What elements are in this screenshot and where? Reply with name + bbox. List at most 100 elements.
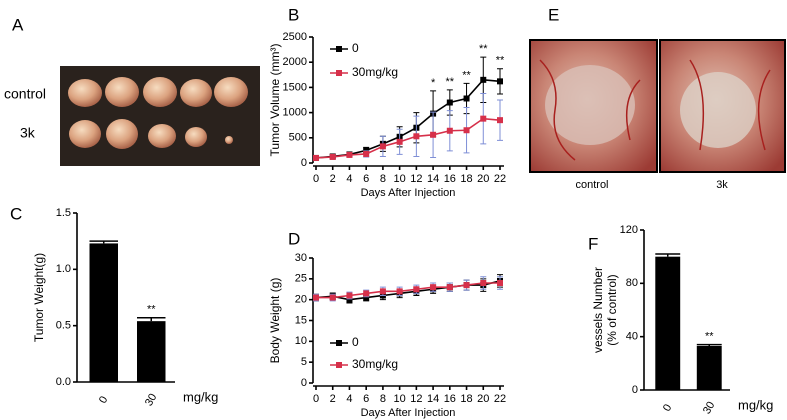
- marker: [346, 151, 353, 158]
- y-tick-label: 80: [626, 277, 638, 289]
- panel-letter: B: [288, 5, 299, 24]
- marker: [329, 294, 336, 301]
- y-tick-label: 1.5: [56, 207, 71, 219]
- x-axis-label: Days After Injection: [361, 407, 456, 419]
- marker: [497, 78, 503, 85]
- marker: [497, 280, 503, 286]
- panel-letter: F: [588, 234, 598, 253]
- x-tick-label: 0: [313, 173, 319, 185]
- x-tick-label: 16: [444, 393, 456, 405]
- marker: [446, 99, 453, 106]
- marker: [497, 117, 503, 124]
- marker: [396, 138, 403, 145]
- unit-label: mg/kg: [183, 389, 218, 404]
- tumor-region: [680, 72, 756, 148]
- x-tick-label: 22: [494, 173, 506, 185]
- marker: [413, 286, 420, 293]
- annotation: **: [705, 331, 714, 343]
- x-tick-label: 14: [427, 393, 439, 405]
- x-tick-label: 0: [313, 393, 319, 405]
- x-tick-label: 6: [363, 393, 369, 405]
- legend-marker: [336, 70, 342, 76]
- vessels: [539, 59, 771, 161]
- marker: [346, 296, 353, 303]
- x-tick-label: 8: [380, 393, 386, 405]
- x-tick-label: 6: [363, 173, 369, 185]
- x-tick-label: 22: [494, 393, 506, 405]
- marker: [379, 288, 386, 295]
- y-tick-label: 0.5: [56, 320, 71, 332]
- marker: [413, 133, 420, 140]
- marker: [329, 153, 336, 160]
- annotation: *: [431, 77, 436, 89]
- marker: [396, 288, 403, 295]
- bar: [696, 346, 722, 390]
- bar: [655, 256, 681, 390]
- annotation: **: [479, 43, 488, 55]
- y-tick-label: 0: [301, 377, 307, 389]
- legend-label: 30mg/kg: [352, 65, 398, 79]
- row-label: control: [4, 86, 46, 102]
- annotation: **: [462, 69, 471, 81]
- marker: [379, 143, 386, 150]
- marker: [313, 154, 319, 161]
- y-tick-label: 40: [626, 331, 638, 343]
- y-tick-label: 120: [620, 224, 638, 236]
- y-tick-label: 30: [295, 252, 307, 264]
- error-bar: [89, 240, 118, 244]
- series-line: [315, 117, 501, 159]
- y-tick-label: 0.0: [56, 376, 71, 388]
- x-tick-label: 30: [143, 392, 160, 409]
- y-axis-label: Tumor Volume (mm³): [268, 44, 282, 157]
- panel-letter: E: [548, 5, 559, 24]
- x-tick-label: 18: [460, 173, 472, 185]
- y-tick-label: 2000: [283, 56, 307, 68]
- bar: [89, 243, 118, 382]
- y-axis-label: Body Weight (g): [268, 278, 282, 364]
- marker: [430, 284, 437, 291]
- legend-marker: [336, 46, 342, 52]
- marker: [430, 131, 437, 138]
- x-tick-label: 4: [346, 173, 352, 185]
- x-tick-label: 10: [394, 393, 406, 405]
- x-tick-label: 14: [427, 173, 439, 185]
- marker: [363, 290, 370, 297]
- y-tick-label: 2500: [283, 31, 307, 43]
- x-tick-label: 18: [460, 393, 472, 405]
- marker: [446, 127, 453, 134]
- panel-letter: C: [10, 204, 22, 223]
- marker: [480, 280, 487, 286]
- marker: [346, 292, 353, 299]
- y-tick-label: 1.0: [56, 263, 71, 275]
- panel-letter: D: [288, 229, 300, 248]
- y-axis-label: vessels Number: [591, 267, 605, 353]
- legend-label: 0: [352, 335, 359, 349]
- x-tick-label: 4: [346, 393, 352, 405]
- panel-letter: A: [12, 15, 24, 34]
- x-tick-label: 10: [394, 173, 406, 185]
- x-tick-label: 20: [477, 173, 489, 185]
- marker: [313, 294, 319, 301]
- x-tick-label: 8: [380, 173, 386, 185]
- error-bar: [655, 253, 681, 257]
- marker: [463, 282, 470, 289]
- marker: [446, 284, 453, 291]
- y-tick-label: 500: [289, 132, 307, 144]
- annotation: **: [496, 55, 505, 67]
- y-tick-label: 1000: [283, 107, 307, 119]
- y-tick-label: 0: [301, 157, 307, 169]
- photo-caption: 3k: [716, 179, 728, 191]
- x-tick-label: 0: [661, 402, 674, 413]
- x-tick-label: 12: [410, 393, 422, 405]
- legend-label: 30mg/kg: [352, 357, 398, 371]
- x-tick-label: 30: [701, 400, 718, 417]
- y-tick-label: 5: [301, 356, 307, 368]
- bar: [137, 321, 166, 382]
- tumors: [68, 77, 248, 149]
- tumor-region: [545, 65, 635, 145]
- marker: [480, 76, 487, 83]
- y-tick-label: 15: [295, 314, 307, 326]
- y-axis-label: (% of control): [605, 274, 619, 345]
